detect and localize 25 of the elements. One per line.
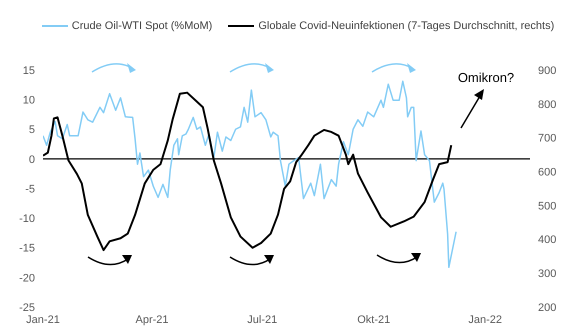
y-tick-label: -20 (19, 272, 35, 284)
y2-tick-label: 600 (538, 166, 556, 178)
y2-tick-label: 200 (538, 302, 556, 314)
y-tick-label: -25 (19, 302, 35, 314)
y-tick-label: 10 (22, 94, 35, 107)
legend-label: Crude Oil-WTI Spot (%MoM) (72, 20, 212, 32)
y-tick-label: 0 (28, 154, 35, 166)
y2-tick-label: 400 (538, 234, 556, 246)
y2-tick-label: 800 (538, 98, 556, 111)
x-tick-label: Jul-21 (247, 314, 278, 326)
y2-tick-label: 700 (538, 132, 556, 145)
x-tick-label: Jan-21 (26, 314, 60, 326)
x-tick-label: Jan-22 (468, 314, 502, 326)
y-tick-label: 5 (28, 124, 35, 136)
y2-tick-label: 900 (538, 64, 556, 77)
y-tick-label: -15 (19, 242, 35, 255)
x-tick-label: Apr-21 (136, 314, 169, 326)
y2-tick-label: 300 (538, 268, 556, 280)
y2-tick-label: 500 (538, 200, 556, 212)
annotation: Omikron? (458, 70, 514, 85)
x-tick-label: Okt-21 (357, 314, 390, 326)
legend-label: Globale Covid-Neuinfektionen (7-Tages Durchschnitt, rechts) (258, 20, 554, 32)
y-tick-label: -5 (25, 183, 35, 196)
y-tick-label: 15 (22, 64, 35, 77)
y-tick-label: -10 (19, 213, 35, 226)
